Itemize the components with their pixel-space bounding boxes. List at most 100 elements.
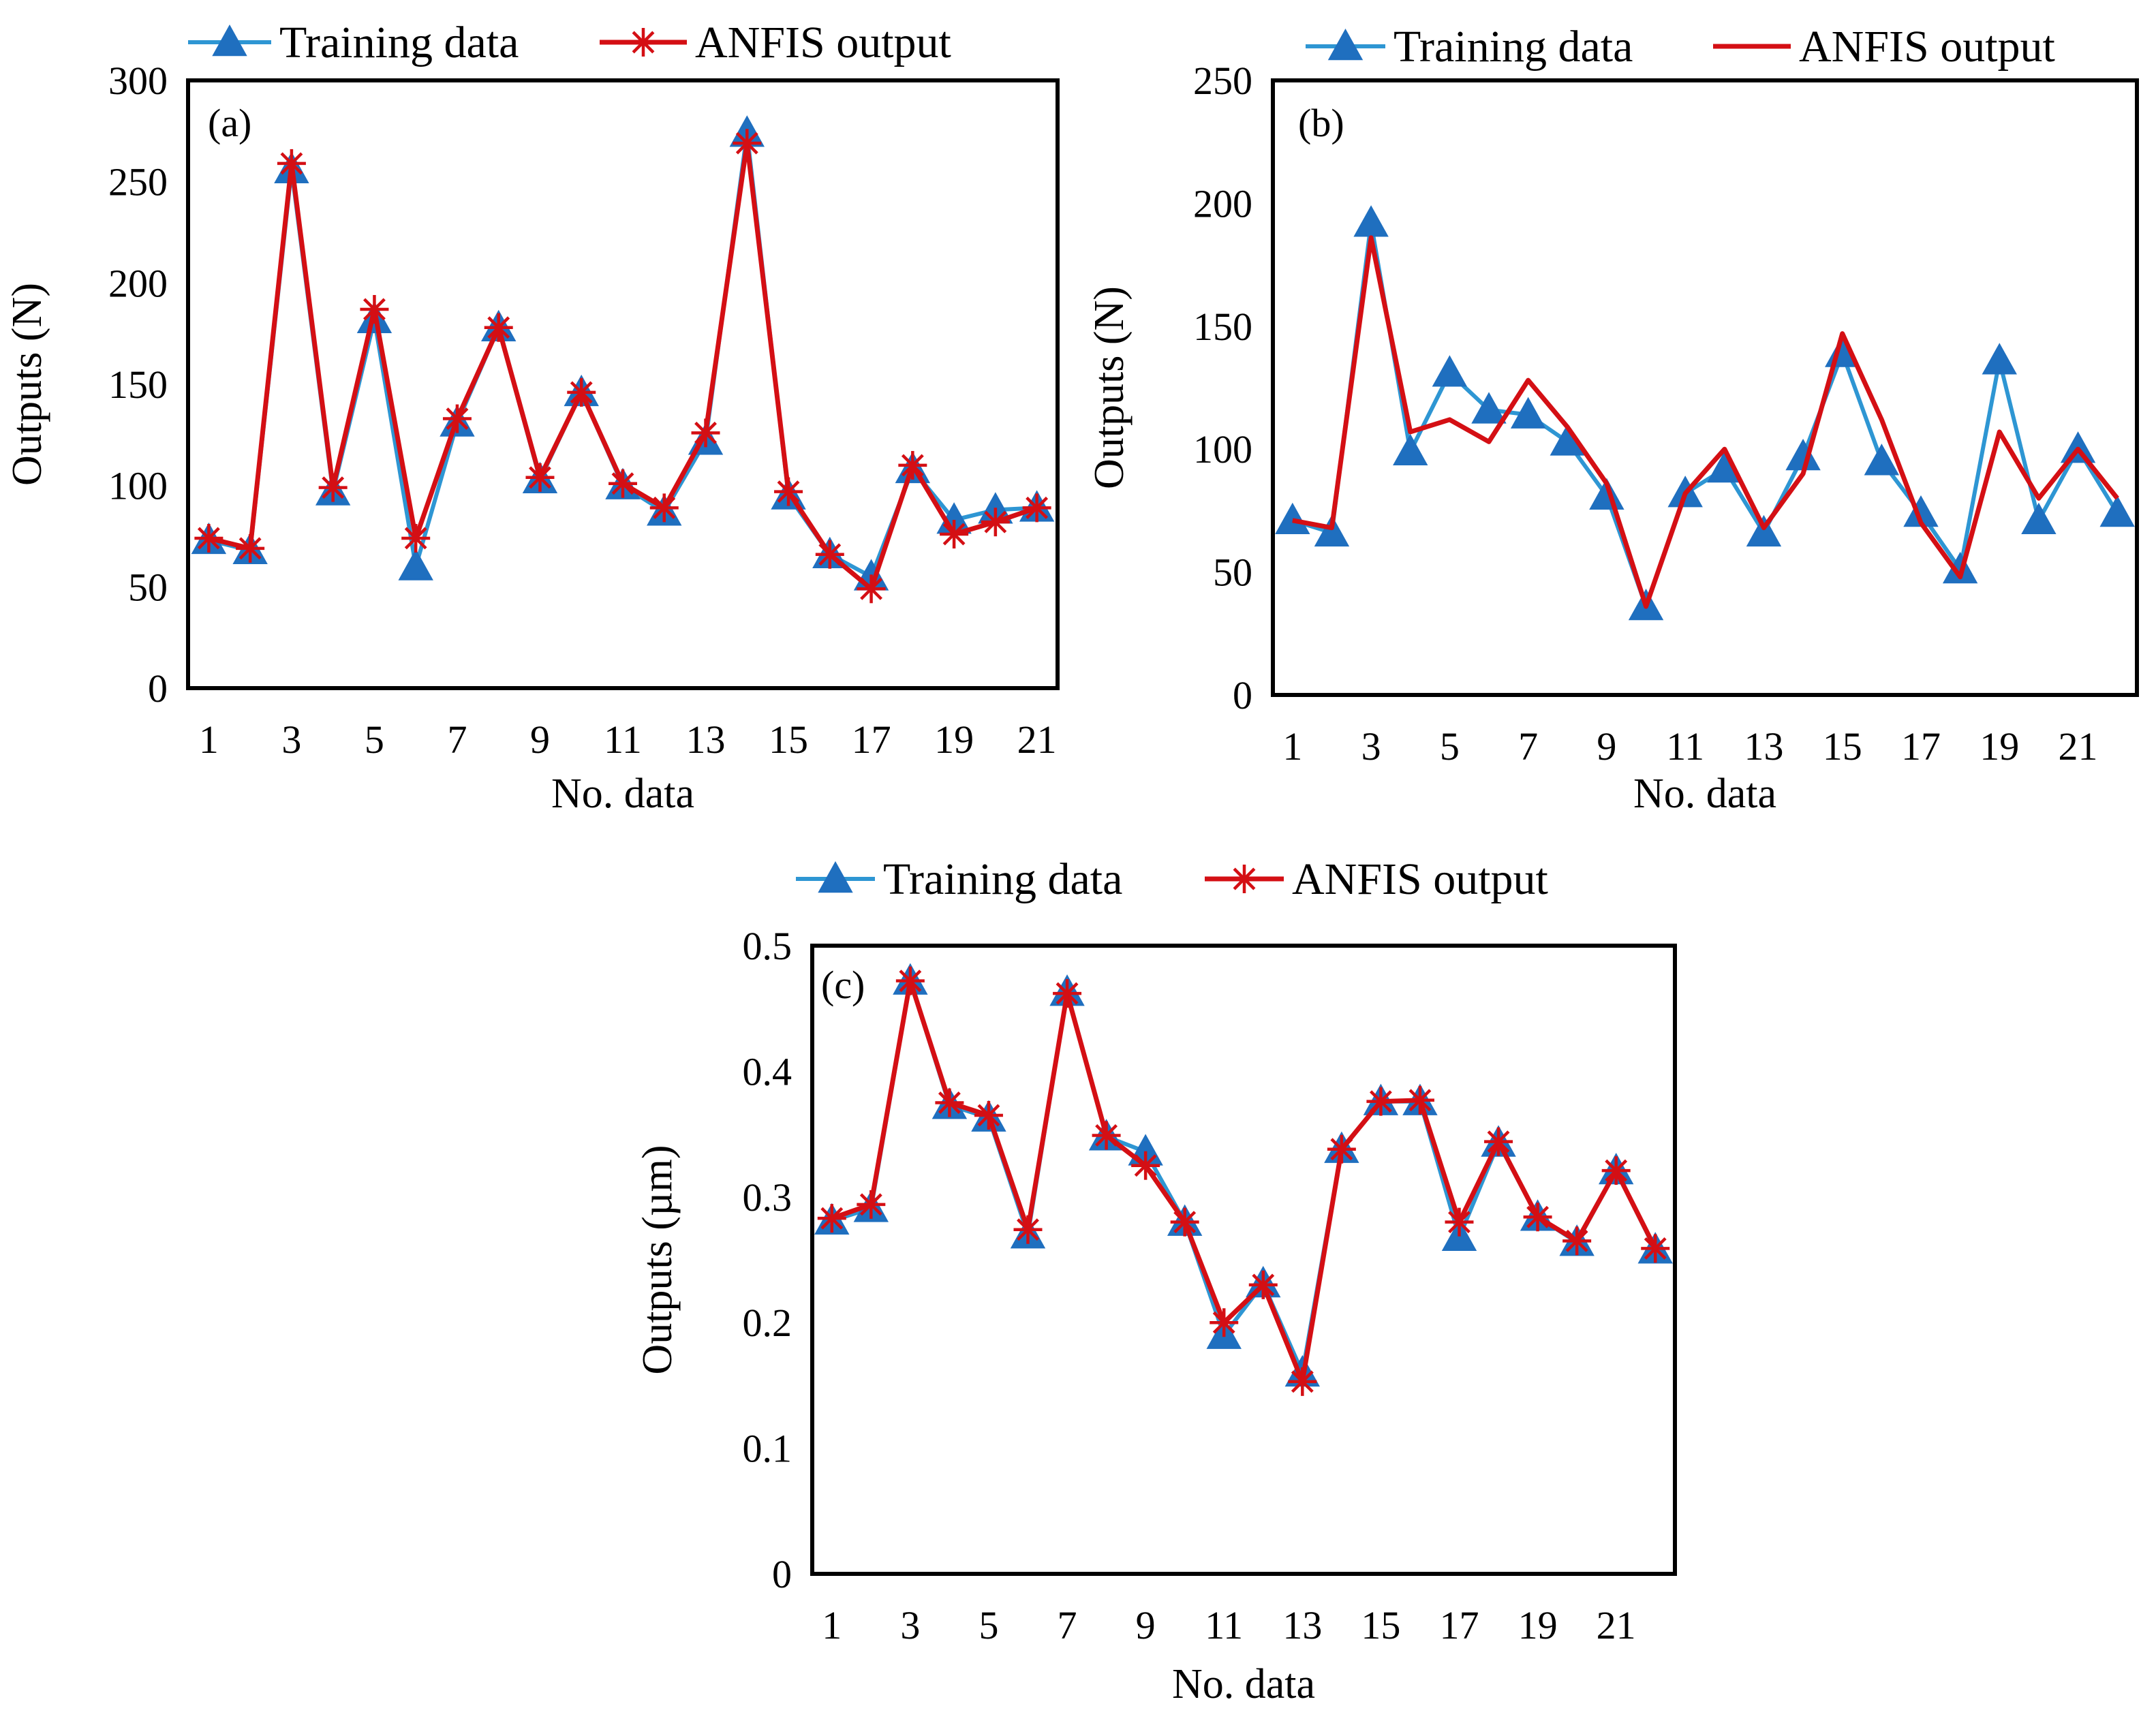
- series-anfis-output: [194, 129, 1051, 604]
- y-axis-title: Outputs (N): [1086, 286, 1133, 489]
- data-point-marker: [1562, 1226, 1592, 1256]
- chart-panel-c: (c)00.10.20.30.40.51 3 5 7 9 11 13 15 17 19 21No. …: [634, 854, 1677, 1707]
- data-point-marker: [733, 129, 762, 158]
- data-point-marker: [442, 404, 472, 433]
- data-point-marker: [935, 1088, 964, 1117]
- data-point-marker: [774, 477, 803, 506]
- legend-label: Training data: [279, 18, 519, 67]
- plot-frame: [186, 78, 1060, 690]
- x-axis-title: No. data: [1633, 771, 1776, 817]
- data-point-marker: [1746, 514, 1782, 547]
- y-tick-label: 150: [108, 362, 168, 407]
- y-tick-label: 150: [1193, 305, 1252, 349]
- y-tick-label: 50: [1213, 551, 1252, 595]
- y-tick-label: 100: [108, 464, 168, 508]
- data-point-marker: [1601, 1156, 1631, 1185]
- y-tick-label: 0.4: [743, 1049, 792, 1094]
- y-tick-label: 250: [1193, 59, 1252, 103]
- data-point-marker: [236, 533, 265, 563]
- y-tick-label: 100: [1193, 427, 1252, 471]
- legend-marker: [818, 861, 853, 893]
- x-tick-label: 9: [1136, 1603, 1156, 1647]
- data-point-marker: [1523, 1203, 1552, 1232]
- series-line: [831, 978, 1658, 1384]
- data-point-marker: [1982, 343, 2017, 375]
- x-tick-label: 17: [1440, 1603, 1479, 1647]
- data-point-marker: [1314, 514, 1350, 547]
- legend-label: ANFIS output: [1799, 22, 2055, 72]
- data-point-marker: [1393, 433, 1428, 466]
- data-point-marker: [360, 294, 389, 324]
- legend-marker: [1327, 28, 1364, 61]
- x-tick-label: 5: [979, 1603, 998, 1647]
- data-point-marker: [609, 469, 637, 498]
- data-point-marker: [1405, 1085, 1434, 1115]
- x-tick-label: 11: [1666, 724, 1704, 769]
- x-tick-label: 7: [1518, 724, 1538, 769]
- data-point-marker: [277, 149, 306, 178]
- data-point-marker: [1432, 355, 1468, 387]
- legend: Training data ANFIS output: [188, 18, 951, 67]
- x-axis-title: No. data: [1172, 1661, 1315, 1707]
- x-tick-label: 19: [934, 717, 974, 762]
- data-point-marker: [1275, 502, 1310, 535]
- y-tick-label: 0.5: [743, 924, 792, 968]
- data-point-marker: [1327, 1134, 1356, 1164]
- series-line: [208, 140, 1038, 591]
- series-training-data: [191, 115, 1055, 591]
- x-tick-label: 21: [2059, 724, 2098, 769]
- data-point-marker: [1864, 444, 1900, 476]
- x-tick-label: 7: [1058, 1603, 1077, 1647]
- data-point-marker: [401, 523, 431, 553]
- legend-label: Training data: [1393, 22, 1633, 72]
- y-tick-label: 0: [148, 666, 168, 711]
- y-tick-label: 200: [108, 261, 168, 305]
- data-point-marker: [1248, 1270, 1278, 1299]
- data-point-marker: [1288, 1367, 1317, 1396]
- data-point-marker: [2021, 502, 2057, 535]
- data-point-marker: [567, 377, 596, 407]
- x-tick-label: 17: [1901, 724, 1941, 769]
- x-tick-label: 19: [1980, 724, 2019, 769]
- data-point-marker: [1170, 1207, 1199, 1237]
- x-tick-label: 7: [447, 717, 467, 762]
- data-point-marker: [1471, 392, 1507, 424]
- data-point-marker: [1641, 1234, 1670, 1263]
- legend: Training data ANFIS output: [1306, 22, 2055, 72]
- y-tick-label: 0.1: [743, 1427, 792, 1471]
- x-tick-label: 17: [852, 717, 891, 762]
- data-point-marker: [398, 548, 433, 580]
- y-tick-label: 300: [108, 59, 168, 103]
- data-point-marker: [1092, 1121, 1121, 1150]
- data-point-marker: [1510, 397, 1546, 429]
- x-tick-label: 5: [1440, 724, 1460, 769]
- x-tick-label: 3: [1361, 724, 1381, 769]
- x-tick-label: 3: [281, 717, 301, 762]
- data-point-marker: [817, 1204, 846, 1233]
- panel-label: (b): [1298, 101, 1344, 145]
- data-point-marker: [974, 1100, 1003, 1130]
- data-point-marker: [1210, 1308, 1239, 1337]
- data-point-marker: [484, 313, 513, 342]
- x-tick-label: 13: [686, 717, 726, 762]
- legend-marker: [1230, 865, 1259, 893]
- legend-label: Training data: [883, 854, 1122, 904]
- y-tick-label: 0: [772, 1552, 792, 1596]
- data-point-marker: [194, 523, 224, 553]
- series-line: [1291, 221, 2119, 609]
- data-point-marker: [857, 574, 886, 604]
- legend-marker: [212, 24, 247, 57]
- series-anfis-output: [1292, 235, 2119, 609]
- data-point-marker: [815, 540, 844, 569]
- plot-frame: [810, 944, 1677, 1576]
- data-point-marker: [1353, 205, 1389, 237]
- data-point-marker: [1366, 1087, 1396, 1116]
- data-point-marker: [318, 473, 348, 502]
- data-point-marker: [1484, 1127, 1513, 1156]
- x-tick-label: 13: [1744, 724, 1783, 769]
- data-point-marker: [1445, 1207, 1474, 1237]
- panel-label: (c): [821, 963, 865, 1007]
- y-tick-label: 50: [128, 565, 168, 609]
